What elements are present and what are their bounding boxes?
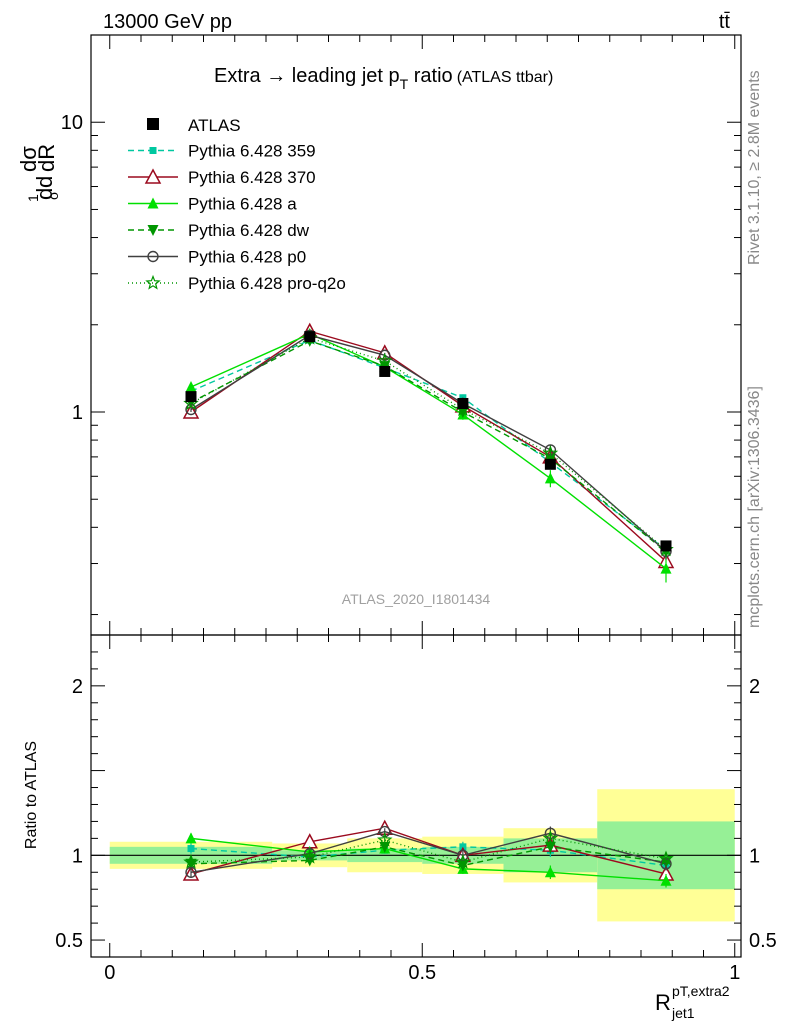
data-marker <box>542 445 559 460</box>
data-marker <box>542 830 559 845</box>
data-marker <box>144 168 162 184</box>
data-marker <box>304 331 316 343</box>
legend-label-atlas: ATLAS <box>188 116 241 135</box>
series-line <box>190 334 667 553</box>
data-marker <box>658 850 674 866</box>
ratio-line <box>190 830 667 873</box>
ratio-y-axis-label: Ratio to ATLAS <box>23 741 40 849</box>
svg-text:pT,extra2: pT,extra2 <box>672 983 730 999</box>
lower-y-tick-label: 2 <box>72 676 83 698</box>
data-marker <box>544 841 556 853</box>
header-process-label: 13000 GeV pp <box>103 11 232 33</box>
svg-text:dR: dR <box>34 144 59 172</box>
legend-marker-atlas <box>147 118 159 130</box>
lower-frame <box>90 634 742 958</box>
data-marker <box>185 391 197 403</box>
series-line <box>190 339 667 551</box>
svg-text:σ: σ <box>45 191 61 200</box>
upper-y-tick-label: 1 <box>72 402 83 424</box>
data-marker <box>147 197 159 209</box>
data-marker <box>544 458 556 470</box>
axis-ticks: 1 10 0.5 0.5 1 1 2 2 0 0.5 1 <box>55 34 777 984</box>
data-marker <box>660 874 672 886</box>
data-marker <box>660 562 672 574</box>
svg-text:d: d <box>32 188 57 200</box>
legend: ATLAS Pythia 6.428 359 Pythia 6.428 370 Pyt… <box>128 116 346 293</box>
data-marker <box>377 831 393 847</box>
data-marker <box>544 866 556 878</box>
x-axis-label: R pT,extra2 jet1 <box>655 983 730 1021</box>
data-marker <box>377 352 393 368</box>
data-marker <box>302 848 318 864</box>
upper-series-layer <box>182 322 675 583</box>
lower-y-tick-label-right: 0.5 <box>749 930 777 952</box>
data-marker <box>187 845 195 853</box>
legend-label: Pythia 6.428 370 <box>188 168 316 187</box>
data-marker <box>379 365 391 377</box>
data-marker <box>660 540 672 552</box>
upper-y-tick-label: 10 <box>61 112 83 134</box>
data-marker <box>455 853 471 869</box>
ratio-line <box>190 837 667 882</box>
series-line <box>190 337 667 551</box>
legend-label: Pythia 6.428 p0 <box>188 248 306 267</box>
data-marker <box>145 274 161 290</box>
lower-y-tick-label: 1 <box>72 845 83 867</box>
legend-label: Pythia 6.428 pro-q2o <box>188 274 346 293</box>
legend-label: Pythia 6.428 359 <box>188 142 316 161</box>
lower-y-tick-label: 0.5 <box>55 930 83 952</box>
legend-label: Pythia 6.428 a <box>188 195 297 214</box>
analysis-watermark: ATLAS_2020_I1801434 <box>342 591 491 607</box>
series-line <box>190 340 667 553</box>
x-tick-label: 1 <box>729 962 740 984</box>
ratio-line <box>190 846 667 867</box>
svg-text:dσ: dσ <box>16 146 41 172</box>
svg-text:jet1: jet1 <box>671 1005 695 1021</box>
data-marker <box>457 397 469 409</box>
ratio-line <box>190 837 667 863</box>
lower-y-tick-label-right: 2 <box>749 676 760 698</box>
lower-y-tick-label-right: 1 <box>749 845 760 867</box>
data-marker <box>544 472 556 484</box>
upper-y-axis-label: d 1 σ d dσ dR <box>16 144 61 202</box>
lower-series-layer <box>182 819 675 888</box>
legend-label: Pythia 6.428 dw <box>188 221 310 240</box>
series-line <box>190 333 667 570</box>
svg-text:1: 1 <box>25 194 41 202</box>
x-tick-label: 0 <box>104 962 115 984</box>
data-marker <box>147 225 159 236</box>
data-marker <box>185 380 197 392</box>
svg-text:R: R <box>655 990 671 1015</box>
plot-title: Extra → leading jet pT ratio (ATLAS ttbar… <box>214 65 553 92</box>
data-marker <box>183 853 199 869</box>
data-marker <box>185 832 197 844</box>
data-marker <box>149 147 157 154</box>
x-tick-label: 0.5 <box>408 962 436 984</box>
ratio-line <box>190 846 667 867</box>
data-marker <box>147 250 159 263</box>
rivet-version-label: Rivet 3.1.10, ≥ 2.8M events <box>746 70 763 265</box>
svg-text:d: d <box>32 176 57 188</box>
header-ttbar-label: tt̄ <box>719 11 731 33</box>
mcplots-label: mcplots.cern.ch [arXiv:1306.3436] <box>746 386 763 628</box>
data-marker <box>379 825 391 838</box>
data-marker <box>185 866 197 878</box>
